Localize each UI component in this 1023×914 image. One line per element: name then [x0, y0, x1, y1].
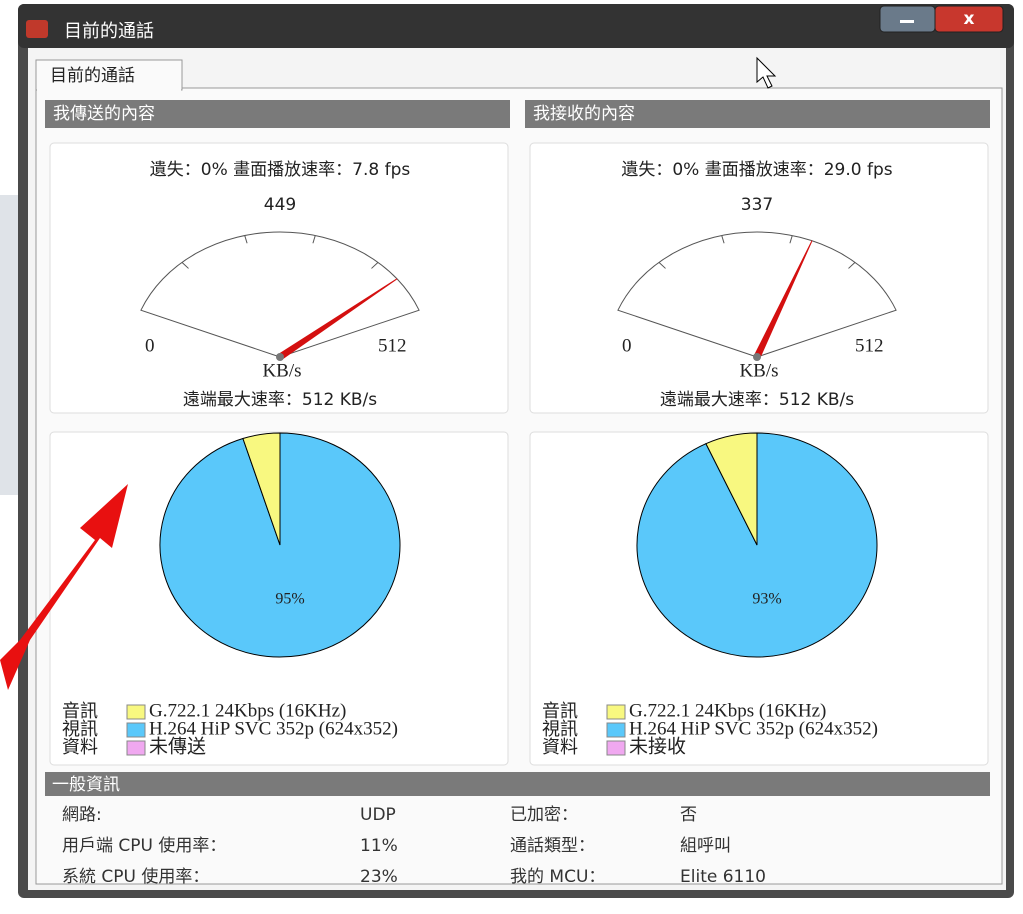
- gauge-value: 337: [741, 195, 773, 215]
- gauge-min: 0: [622, 335, 632, 356]
- info-value: 否: [680, 805, 697, 825]
- section-title: 一般資訊: [52, 775, 120, 795]
- info-value: UDP: [360, 805, 396, 825]
- legend-swatch: [607, 723, 625, 737]
- minimize-button[interactable]: [880, 6, 935, 32]
- window-title: 目前的通話: [64, 21, 154, 42]
- tab-label: 目前的通話: [50, 66, 135, 86]
- minimize-icon: [900, 20, 914, 23]
- background-app: [760, 896, 1023, 910]
- pie-label: 95%: [275, 591, 304, 608]
- stats: 遺失：0% 畫面播放速率：7.8 fps: [150, 160, 411, 180]
- screenshot: 目前的通話 x 目前的通話 一般資訊 我傳送的內容遺失：0% 畫面播放速率：7.…: [0, 0, 1023, 910]
- legend-text: 未接收: [629, 735, 686, 757]
- gauge-value: 449: [264, 195, 296, 215]
- tab-joint: [37, 86, 181, 92]
- legend-swatch: [127, 705, 145, 719]
- legend-label: 資料: [62, 737, 98, 758]
- info-label: 通話類型：: [510, 836, 595, 856]
- legend-swatch: [607, 741, 625, 755]
- info-label: 我的 MCU：: [510, 867, 605, 887]
- info-value: 組呼叫: [680, 836, 731, 856]
- legend-label: 資料: [542, 737, 578, 758]
- gauge-min: 0: [145, 335, 155, 356]
- section-title: 我傳送的內容: [53, 104, 155, 124]
- stats: 遺失：0% 畫面播放速率：29.0 fps: [621, 160, 892, 180]
- section-title: 我接收的內容: [533, 104, 635, 124]
- info-value: 23%: [360, 867, 398, 887]
- page: 目前的通話 x 目前的通話 一般資訊 我傳送的內容遺失：0% 畫面播放速率：7.…: [0, 0, 1023, 910]
- title-bar: [18, 4, 1014, 48]
- info-value: Elite 6110: [680, 867, 766, 887]
- gauge-unit: KB/s: [739, 360, 778, 381]
- legend-swatch: [127, 723, 145, 737]
- info-value: 11%: [360, 836, 398, 856]
- gauge-max: 512: [855, 335, 884, 356]
- max-rate: 遠端最大速率：512 KB/s: [183, 390, 377, 410]
- pie-label: 93%: [752, 591, 781, 608]
- legend-swatch: [127, 741, 145, 755]
- max-rate: 遠端最大速率：512 KB/s: [660, 390, 854, 410]
- legend-text: 未傳送: [149, 735, 206, 757]
- app-icon: [26, 20, 48, 38]
- close-icon: x: [964, 9, 975, 29]
- section-header: [45, 772, 990, 796]
- gauge-max: 512: [378, 335, 407, 356]
- info-label: 網路:: [62, 805, 102, 825]
- info-label: 系統 CPU 使用率：: [62, 866, 209, 887]
- info-label: 用戶端 CPU 使用率：: [62, 835, 226, 856]
- legend-swatch: [607, 705, 625, 719]
- info-label: 已加密：: [510, 805, 578, 825]
- gauge-unit: KB/s: [262, 360, 301, 381]
